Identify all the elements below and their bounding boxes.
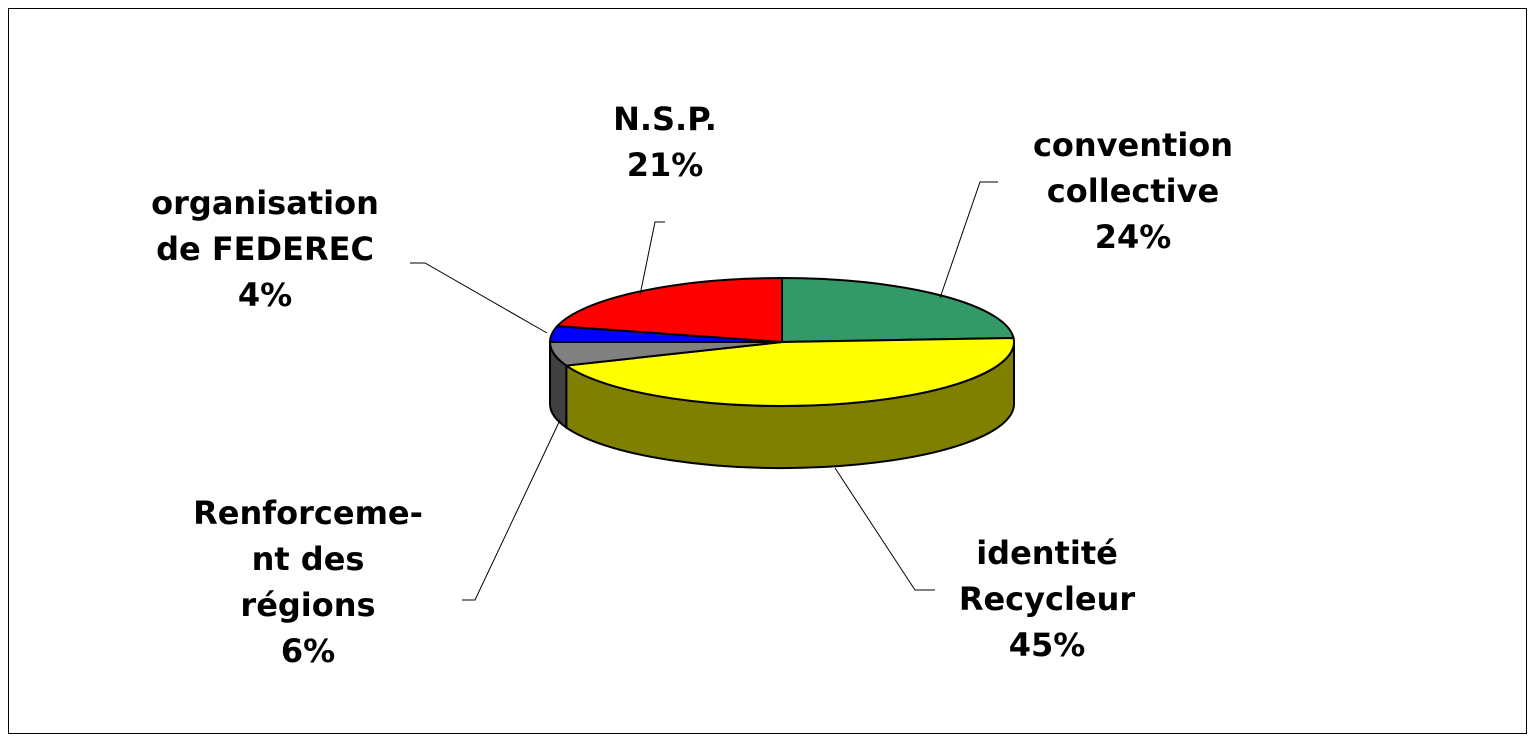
slice-category-label: convention collective [1032, 126, 1234, 210]
leader-line [939, 181, 998, 299]
pie-slice [555, 276, 783, 344]
slice-label: organisation de FEDEREC 4% [151, 180, 379, 318]
leader-line [639, 221, 665, 296]
leader-line [834, 467, 935, 591]
slice-value-label: 4% [237, 276, 293, 314]
slice-label: identité Recycleur 45% [959, 530, 1135, 668]
slice-category-label: N.S.P. [613, 100, 717, 138]
leader-line [462, 419, 561, 601]
slice-value-label: 21% [626, 146, 704, 184]
slice-category-label: Renforceme- nt des régions [193, 494, 423, 624]
slice-category-label: identité Recycleur [958, 534, 1136, 618]
slice-category-label: organisation de FEDEREC [151, 184, 379, 268]
slice-label: convention collective 24% [1033, 122, 1233, 260]
slice-value-label: 45% [1008, 626, 1086, 664]
slice-label: N.S.P. 21% [613, 96, 717, 188]
slice-label: Renforceme- nt des régions 6% [193, 490, 423, 674]
pie-slice [563, 336, 1015, 407]
slice-value-label: 6% [280, 632, 336, 670]
leader-line [410, 262, 548, 334]
slice-value-label: 24% [1094, 218, 1172, 256]
